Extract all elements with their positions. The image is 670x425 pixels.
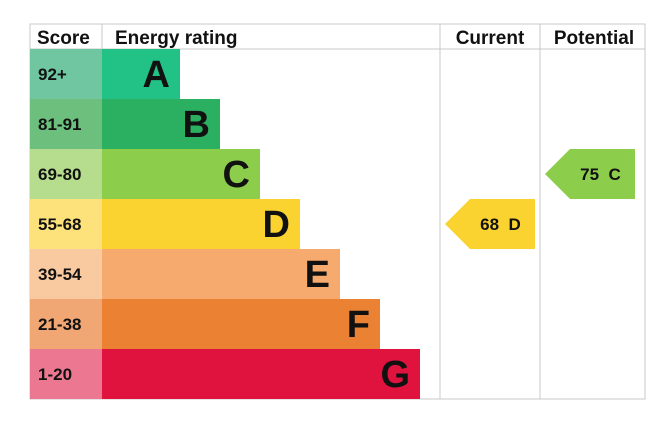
score-range-label: 81-91 xyxy=(38,115,81,134)
score-range-label: 55-68 xyxy=(38,215,81,234)
rating-markers: 68 D 75 C xyxy=(445,149,635,249)
band-row-d: 55-68 D xyxy=(30,199,300,249)
score-range-label: 1-20 xyxy=(38,365,72,384)
rating-bar xyxy=(102,199,300,249)
score-range-label: 69-80 xyxy=(38,165,81,184)
rating-letter: B xyxy=(183,104,210,146)
band-rows: 92+ A 81-91 B 69-80 C 55-68 D 39-54 E 21-38 F 1-20 G xyxy=(30,49,420,399)
band-row-b: 81-91 B xyxy=(30,99,220,149)
band-row-f: 21-38 F xyxy=(30,299,380,349)
band-row-e: 39-54 E xyxy=(30,249,340,299)
rating-bar xyxy=(102,249,340,299)
score-range-label: 21-38 xyxy=(38,315,81,334)
score-cell xyxy=(30,349,102,399)
rating-letter: E xyxy=(305,254,330,296)
score-cell xyxy=(30,49,102,99)
header-row: Score Energy rating Current Potential xyxy=(37,28,634,49)
potential-rating-marker-arrow xyxy=(545,149,635,199)
band-row-g: 1-20 G xyxy=(30,349,420,399)
rating-letter: A xyxy=(143,54,170,96)
rating-letter: G xyxy=(380,354,410,396)
potential-rating-marker-label: 75 C xyxy=(580,165,621,184)
current-rating-marker-arrow xyxy=(445,199,535,249)
potential-header: Potential xyxy=(554,28,634,49)
band-row-c: 69-80 C xyxy=(30,149,260,199)
rating-letter: F xyxy=(347,304,370,346)
score-range-label: 92+ xyxy=(38,65,67,84)
score-cell xyxy=(30,249,102,299)
band-row-a: 92+ A xyxy=(30,49,180,99)
score-header: Score xyxy=(37,28,90,49)
current-rating-marker: 68 D xyxy=(445,199,535,249)
potential-rating-marker: 75 C xyxy=(545,149,635,199)
rating-bar xyxy=(102,349,420,399)
score-cell xyxy=(30,99,102,149)
rating-bar xyxy=(102,99,220,149)
energy-rating-header: Energy rating xyxy=(115,28,237,49)
score-range-label: 39-54 xyxy=(38,265,82,284)
score-cell xyxy=(30,199,102,249)
score-cell xyxy=(30,149,102,199)
rating-bar xyxy=(102,299,380,349)
rating-letter: D xyxy=(263,204,290,246)
current-rating-marker-label: 68 D xyxy=(480,215,521,234)
score-cell xyxy=(30,299,102,349)
rating-bar xyxy=(102,49,180,99)
rating-letter: C xyxy=(223,154,250,196)
current-header: Current xyxy=(456,28,525,49)
rating-bar xyxy=(102,149,260,199)
